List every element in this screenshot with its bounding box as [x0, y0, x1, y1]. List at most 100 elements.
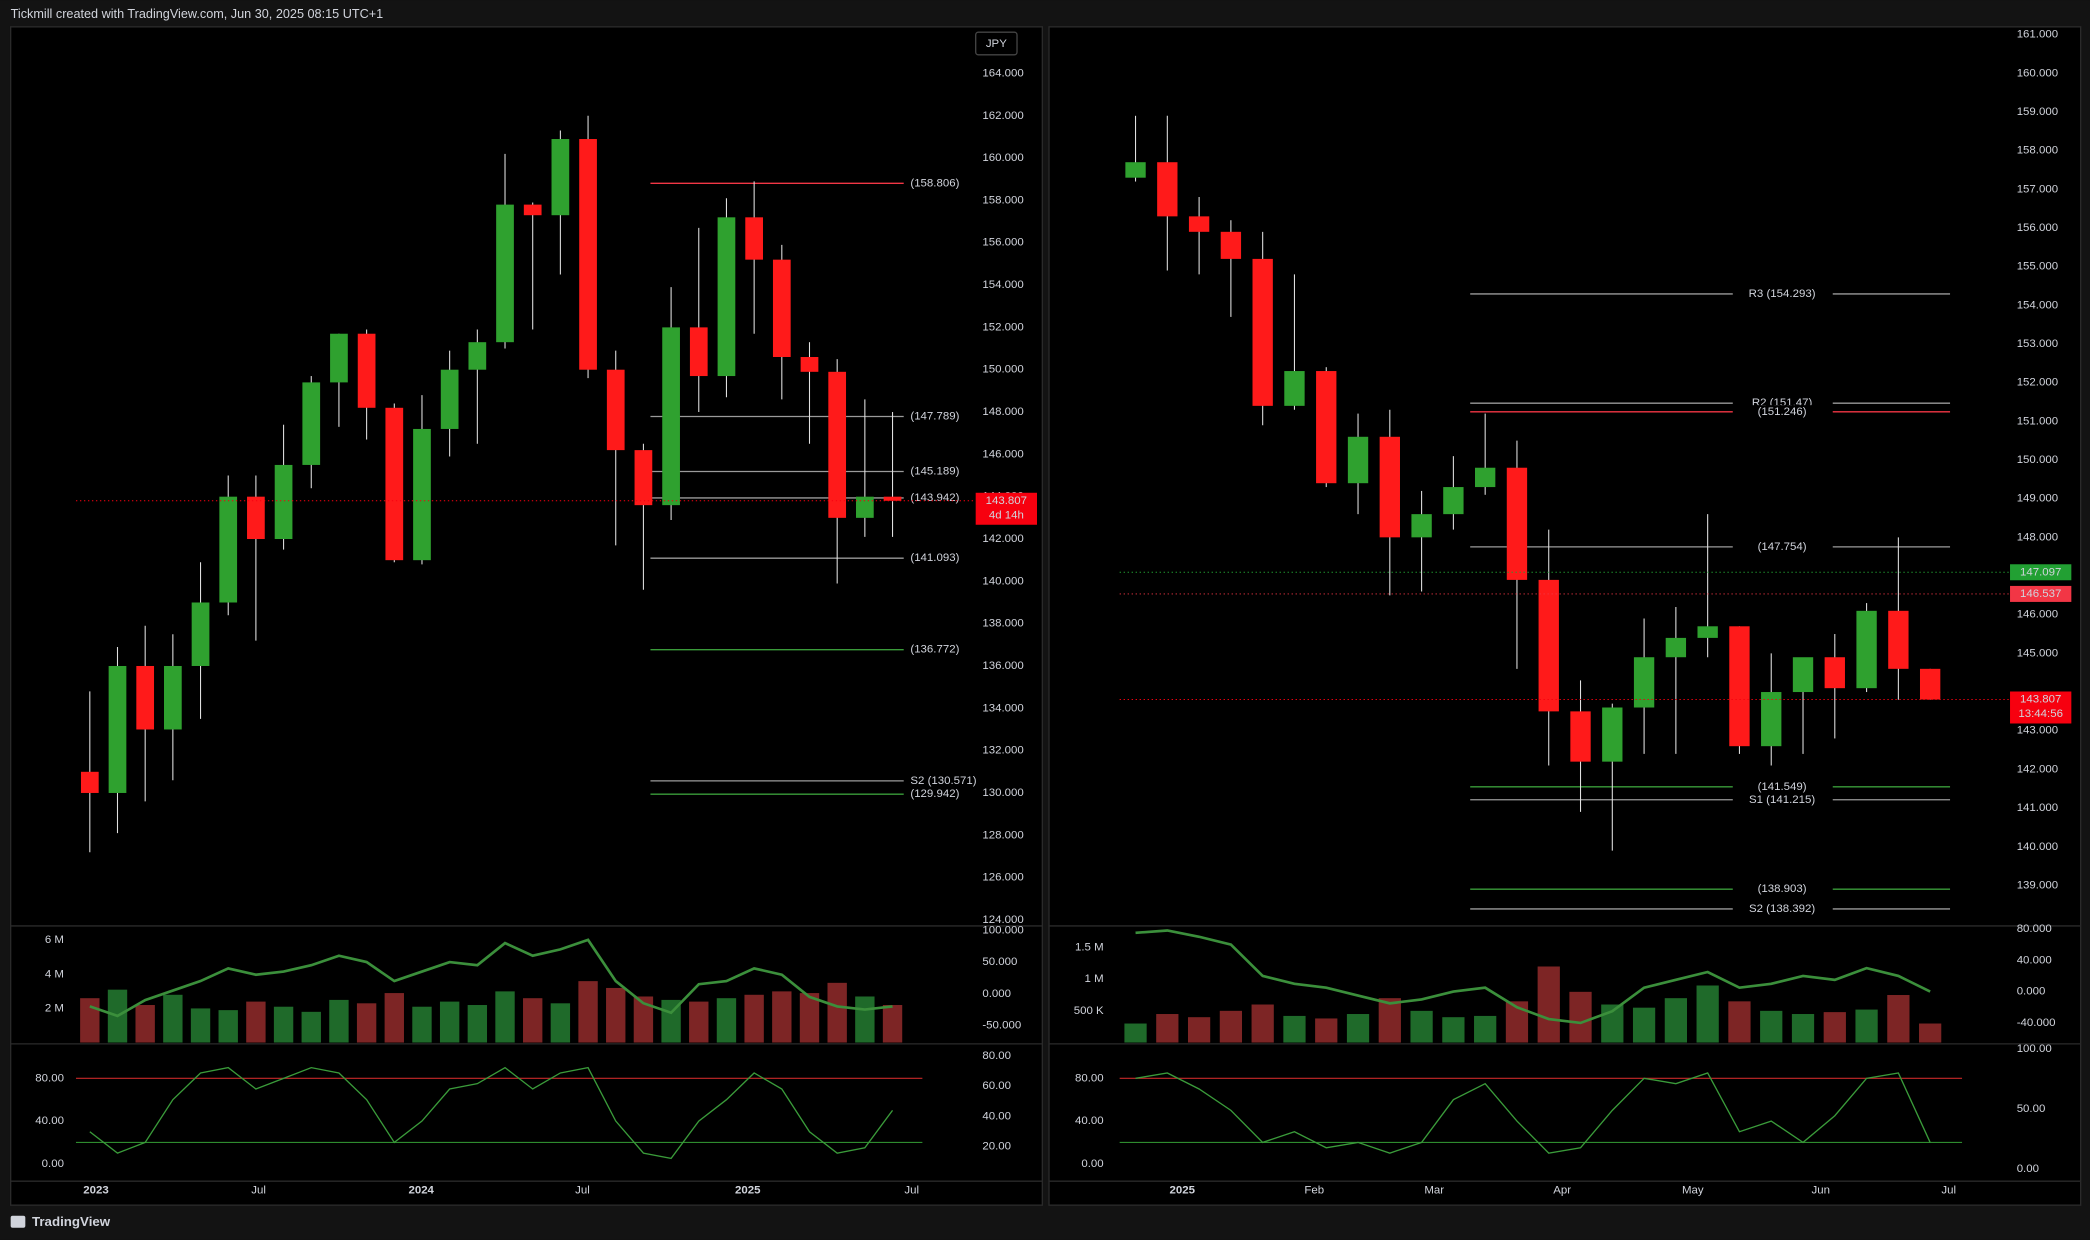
y-tick-label: 136.000	[982, 660, 1023, 672]
candle-body	[468, 342, 487, 370]
volume-tick-label: 4 M	[45, 968, 64, 980]
y-tick-label: 162.000	[982, 110, 1023, 122]
volume-bar	[329, 999, 349, 1043]
logo	[10, 1215, 26, 1228]
candle-body	[191, 602, 210, 666]
candle-body	[1697, 626, 1718, 638]
volume-bar	[606, 987, 626, 1043]
y-tick-label: 130.000	[982, 787, 1023, 799]
y-tick-label: 128.000	[982, 829, 1023, 841]
volume-tick-label: 1.5 M	[1075, 942, 1104, 954]
oscillator-line	[1135, 929, 1931, 1025]
candle-body	[496, 204, 514, 343]
candle-body	[1379, 436, 1400, 538]
y-tick-label: 146.000	[2017, 609, 2058, 621]
candle-body	[1761, 692, 1782, 747]
y-tick-label: 164.000	[982, 67, 1023, 79]
volume-bar	[1887, 995, 1910, 1043]
price-tag	[975, 492, 1038, 525]
level-label-bg	[1732, 793, 1833, 807]
y-tick-label: 150.000	[2017, 454, 2058, 466]
level-label-bg	[1732, 405, 1833, 419]
volume-tick-label: 1 M	[1085, 973, 1104, 985]
volume-bar	[744, 994, 764, 1043]
stochastic-tick-label: 40.00	[35, 1115, 64, 1127]
y-tick-label: 148.000	[982, 406, 1023, 418]
candle-body	[800, 357, 819, 372]
volume-bar	[523, 998, 543, 1043]
stochastic-k	[1135, 1072, 1931, 1154]
volume-bar	[218, 1010, 238, 1043]
logo-mark	[10, 1215, 26, 1228]
time-label: Jul	[575, 1185, 590, 1197]
candle-body	[717, 217, 736, 377]
candle-body	[1919, 668, 1941, 700]
volume-bar	[1187, 1017, 1211, 1043]
candle-body	[772, 259, 791, 358]
volume-bar	[1219, 1010, 1243, 1043]
candle-body	[274, 464, 293, 540]
volume-bar	[1569, 991, 1592, 1043]
candle-body	[1411, 514, 1432, 538]
volume-bar	[163, 994, 183, 1043]
candle-body	[1474, 467, 1496, 488]
level-label-bg	[1732, 540, 1833, 554]
volume-bar	[356, 1003, 377, 1043]
volume-bar	[1664, 998, 1688, 1043]
time-label: Jul	[904, 1185, 919, 1197]
candle-body	[1220, 231, 1242, 259]
candle-body	[136, 665, 155, 730]
y-tick-label: 151.000	[2017, 415, 2058, 427]
stochastic-tick-label: 80.00	[35, 1072, 64, 1084]
y-tick-label: 154.000	[2017, 299, 2058, 311]
volume-bar	[439, 1001, 460, 1043]
volume-bar	[412, 1006, 432, 1043]
volume-bar	[1537, 966, 1560, 1043]
volume-bar	[1728, 1001, 1751, 1043]
volume-bar	[1791, 1014, 1815, 1043]
stochastic-tick-label-right: 40.00	[982, 1110, 1011, 1122]
time-label: Jun	[1812, 1185, 1830, 1197]
candle-body	[1888, 610, 1909, 669]
volume-bar	[246, 1001, 266, 1043]
volume-bar	[1823, 1012, 1846, 1043]
volume-bar	[1760, 1010, 1783, 1043]
candle-body	[745, 217, 763, 260]
stochastic-tick-label-right: 50.00	[2017, 1103, 2046, 1115]
candle-body	[883, 496, 902, 501]
stochastic-tick-label: 0.00	[42, 1158, 64, 1170]
currency-label: JPY	[986, 38, 1007, 50]
level-label: (151.246)	[1758, 406, 1807, 418]
volume-bar	[301, 1011, 321, 1043]
candle-body	[662, 327, 680, 506]
volume-bar	[1124, 1023, 1147, 1043]
y-tick-label: 150.000	[982, 364, 1023, 376]
candle-body	[551, 139, 570, 216]
level-label: (147.789)	[910, 411, 959, 423]
time-label: May	[1682, 1185, 1704, 1197]
level-label-bg	[1732, 882, 1833, 896]
volume-bar	[1346, 1014, 1370, 1043]
oscillator-tick-label: 80.000	[2017, 923, 2052, 935]
volume-bar	[1156, 1014, 1179, 1043]
y-tick-label: 148.000	[2017, 531, 2058, 543]
level-label: (141.549)	[1758, 781, 1807, 793]
level-label: S1 (141.215)	[1749, 794, 1815, 806]
volume-bar	[855, 996, 875, 1043]
oscillator-tick-label: -50.000	[982, 1019, 1021, 1031]
stochastic-tick-label: 0.00	[1081, 1158, 1103, 1170]
price-tag-value: 146.537	[2020, 588, 2061, 600]
footer-brand: TradingView	[32, 1214, 111, 1229]
level-label: R3 (154.293)	[1749, 288, 1816, 300]
y-tick-label: 138.000	[982, 618, 1023, 630]
candle-body	[1633, 657, 1655, 708]
level-label: (147.754)	[1758, 541, 1807, 553]
y-tick-label: 156.000	[2017, 222, 2058, 234]
oscillator-tick-label: 50.000	[982, 956, 1017, 968]
time-label: Jul	[1941, 1185, 1956, 1197]
y-tick-label: 153.000	[2017, 338, 2058, 350]
volume-bar	[827, 982, 847, 1043]
price-tag	[2010, 691, 2072, 724]
